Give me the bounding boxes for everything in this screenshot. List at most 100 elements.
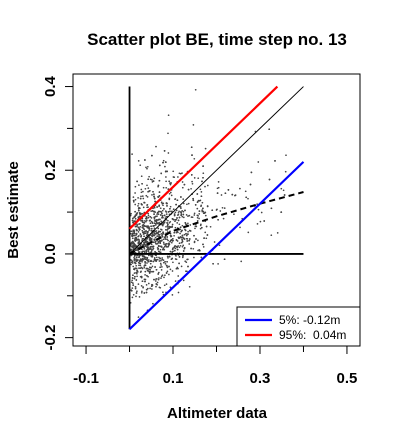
scatter-point [136,270,139,273]
scatter-point [180,236,183,239]
scatter-point [152,302,154,305]
scatter-point [159,207,162,210]
scatter-point [165,176,167,178]
scatter-point [178,237,180,240]
scatter-point [204,214,207,217]
scatter-point [146,262,148,264]
scatter-point [180,214,183,217]
scatter-point [205,225,208,228]
scatter-point [136,248,139,251]
scatter-point [162,161,164,164]
scatter-point [182,198,185,200]
scatter-point [158,221,161,224]
scatter-point [249,183,252,186]
scatter-point [204,147,207,150]
scatter-point [174,280,177,282]
scatter-point [137,202,140,205]
scatter-point [152,245,155,248]
scatter-point [147,236,150,239]
scatter-point [134,267,137,270]
scatter-point [148,270,151,273]
scatter-point [141,238,144,240]
scatter-point [167,152,170,154]
scatter-point [144,261,146,263]
scatter-point [168,273,170,276]
scatter-point [196,201,199,204]
scatter-point [194,88,197,91]
scatter-point [176,240,179,242]
scatter-point [176,230,178,233]
scatter-point [147,206,149,208]
scatter-point [151,284,154,286]
scatter-point [130,263,132,266]
scatter-point [153,256,156,259]
scatter-point [190,174,193,176]
scatter-point [206,234,209,236]
scatter-point [135,271,138,274]
scatter-point [276,232,279,234]
scatter-point [166,270,169,273]
scatter-point [166,236,169,238]
scatter-point [148,175,150,178]
scatter-point [143,250,146,253]
scatter-point [151,265,154,268]
scatter-point [132,221,134,224]
scatter-point [187,233,189,235]
scatter-point [175,267,178,270]
scatter-point [160,275,163,278]
scatter-point [150,243,153,246]
scatter-point [180,196,182,198]
scatter-point [169,182,171,184]
scatter-point [181,239,184,242]
scatter-point [165,283,168,285]
scatter-point [174,211,177,214]
scatter-point [177,245,180,247]
scatter-point [140,191,143,194]
scatter-point [147,214,150,217]
scatter-point [221,206,224,209]
scatter-point [195,238,197,240]
scatter-point [197,177,200,180]
scatter-point [131,287,134,289]
scatter-point [196,219,199,222]
scatter-point [144,239,147,242]
scatter-point [137,209,140,212]
scatter-point [154,250,156,253]
scatter-point [147,212,150,215]
scatter-point [165,211,168,213]
scatter-point [146,167,148,170]
scatter-point [135,292,138,294]
scatter-point [212,262,214,265]
scatter-point [240,260,243,263]
scatter-point [153,278,155,281]
scatter-point [153,216,156,219]
scatter-point [177,275,180,277]
scatter-point [160,220,163,223]
scatter-point [140,258,143,261]
scatter-point [141,182,143,185]
scatter-point [157,271,160,274]
scatter-point [187,230,189,233]
scatter-point [141,250,144,253]
scatter-point [145,194,148,197]
scatter-point [162,241,165,244]
scatter-point [137,283,140,285]
scatter-point [139,197,142,200]
scatter-point [178,172,181,175]
scatter-point [177,267,179,270]
scatter-point [194,204,197,206]
y-tick-label: 0.0 [42,243,59,264]
scatter-point [132,230,135,233]
scatter-point [202,246,205,248]
scatter-point [193,240,196,243]
scatter-point [140,188,143,191]
scatter-point [247,231,250,234]
scatter-point [164,238,167,240]
scatter-point [131,232,134,235]
scatter-point [158,286,161,289]
scatter-point [155,283,158,285]
scatter-point [191,182,194,185]
scatter-point [188,229,191,232]
scatter-point [178,256,181,258]
scatter-point [160,240,163,242]
